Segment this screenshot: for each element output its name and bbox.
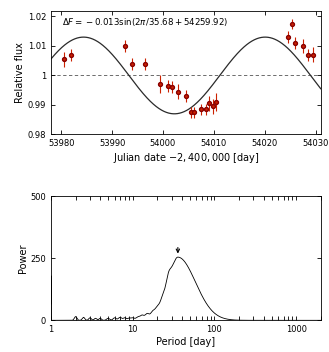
- Text: $\Delta F = -0.013\sin(2\pi/35.68 + 54259.92)$: $\Delta F = -0.013\sin(2\pi/35.68 + 5425…: [62, 15, 228, 27]
- Y-axis label: Relative flux: Relative flux: [15, 42, 25, 103]
- X-axis label: Julian date $-2,400,000$ [day]: Julian date $-2,400,000$ [day]: [113, 151, 259, 165]
- X-axis label: Period [day]: Period [day]: [156, 337, 215, 347]
- Y-axis label: Power: Power: [18, 244, 28, 273]
